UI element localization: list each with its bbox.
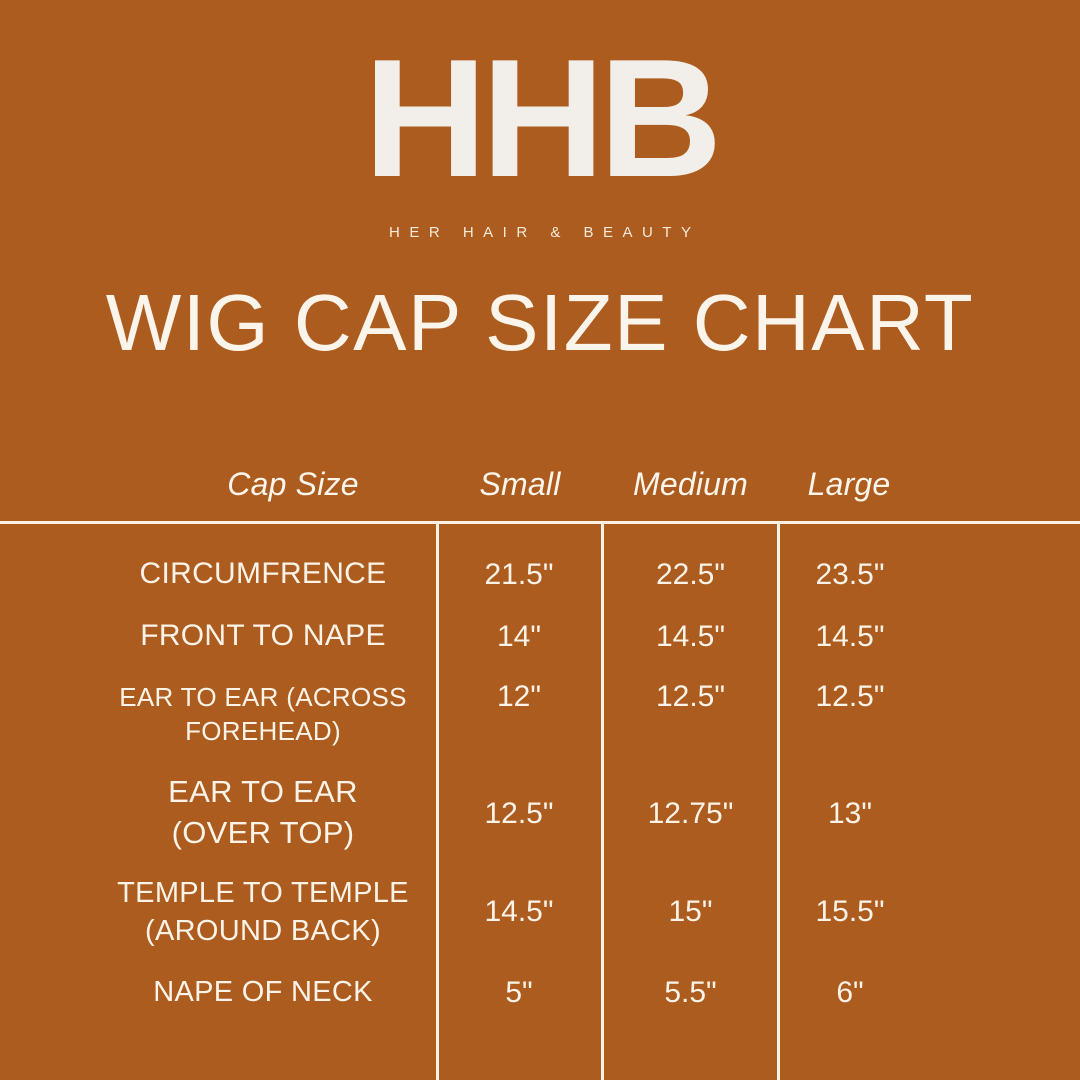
row-value-large: 13" — [827, 797, 873, 830]
row-value-small: 5" — [505, 976, 533, 1009]
row-value-large: 23.5" — [815, 558, 885, 591]
row-value-medium: 5.5" — [664, 976, 717, 1009]
row-value-large: 15.5" — [815, 895, 885, 928]
column-divider-2 — [601, 524, 604, 1080]
row-label: TEMPLE TO TEMPLE (AROUND BACK) — [117, 877, 409, 947]
header-divider-line — [0, 521, 1080, 524]
row-value-small: 12.5" — [484, 797, 554, 830]
row-value-small: 21.5" — [484, 558, 554, 591]
wig-cap-size-table: Cap Size Small Medium Large CIRCUMFRENCE… — [0, 440, 1080, 1080]
row-value-medium: 12.5" — [655, 680, 726, 713]
row-value-small: 14.5" — [484, 895, 554, 928]
brand-logo-hhb: HHB — [363, 24, 723, 212]
column-header-medium: Medium — [632, 466, 748, 502]
row-value-medium: 15" — [668, 895, 713, 928]
row-value-large: 14.5" — [815, 620, 885, 653]
brand-block: HHB HER HAIR & BEAUTY — [0, 34, 1080, 241]
column-header-large: Large — [807, 466, 891, 502]
row-value-medium: 22.5" — [655, 558, 726, 591]
page-title: WIG CAP SIZE CHART — [105, 278, 975, 367]
row-value-small: 14" — [496, 620, 542, 653]
row-value-medium: 12.75" — [647, 797, 734, 830]
row-label: EAR TO EAR (OVER TOP) — [168, 774, 358, 850]
row-value-medium: 14.5" — [655, 620, 726, 653]
row-label: EAR TO EAR (ACROSS FOREHEAD) — [119, 682, 407, 746]
row-label: CIRCUMFRENCE — [139, 557, 387, 590]
row-value-large: 12.5" — [815, 680, 885, 713]
row-label: NAPE OF NECK — [153, 976, 373, 1008]
row-value-small: 12" — [496, 680, 542, 713]
table-header-row: Cap Size Small Medium Large — [0, 440, 1080, 521]
row-label: FRONT TO NAPE — [140, 619, 386, 652]
row-value-large: 6" — [836, 976, 864, 1009]
column-divider-1 — [436, 524, 439, 1080]
brand-tagline: HER HAIR & BEAUTY — [388, 224, 701, 241]
column-divider-3 — [777, 524, 780, 1080]
column-header-small: Small — [479, 466, 561, 502]
column-header-cap-size: Cap Size — [227, 466, 359, 502]
